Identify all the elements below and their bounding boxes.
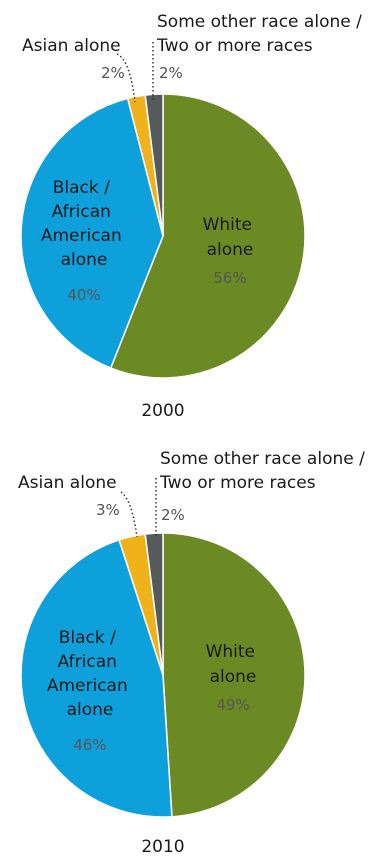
slice-value-asian-alone-2000: 2%	[101, 64, 125, 82]
leader-line-asian-alone-2010	[120, 491, 138, 538]
pie-slice-black-african-american-alone-2000	[20, 97, 164, 370]
slice-value-asian-alone-2010: 3%	[96, 501, 120, 519]
slice-value-black-african-american-2010: 46%	[73, 736, 106, 754]
pie-slice-some-other-race-alone-two-or-more-races-2010	[144, 532, 164, 676]
pie-slice-white-alone-2000	[109, 93, 306, 379]
slice-label-other-race-2000: Some other race alone / Two or more race…	[156, 12, 367, 56]
pie-slice-white-alone-2010	[162, 532, 306, 818]
slice-value-other-race-2000: 2%	[159, 64, 183, 82]
slice-value-white-alone-2010: 49%	[216, 696, 249, 714]
pie-chart-2010: White alone 49% Black / African American…	[18, 449, 370, 857]
slice-value-black-african-american-2000: 40%	[67, 286, 100, 304]
slice-label-black-african-american-2000: Black / African American alone	[41, 178, 127, 270]
slice-value-white-alone-2000: 56%	[213, 269, 246, 287]
slice-label-asian-alone-2010: Asian alone	[18, 473, 117, 493]
slice-label-black-african-american-2010: Black / African American alone	[47, 628, 133, 720]
slice-label-asian-alone-2000: Asian alone	[22, 36, 121, 56]
chart-year-2000: 2000	[141, 401, 184, 421]
slice-label-white-alone-2010: White alone	[206, 642, 261, 687]
chart-year-2010: 2010	[141, 837, 184, 857]
pie-slice-black-african-american-alone-2010	[20, 539, 173, 818]
pie-slice-some-other-race-alone-two-or-more-races-2000	[144, 93, 164, 237]
pie-chart-2000: White alone 56% Black / African American…	[20, 12, 367, 421]
slice-label-other-race-2010: Some other race alone / Two or more race…	[159, 449, 370, 493]
slice-label-white-alone-2000: White alone	[203, 215, 258, 260]
slice-value-other-race-2010: 2%	[161, 506, 185, 524]
